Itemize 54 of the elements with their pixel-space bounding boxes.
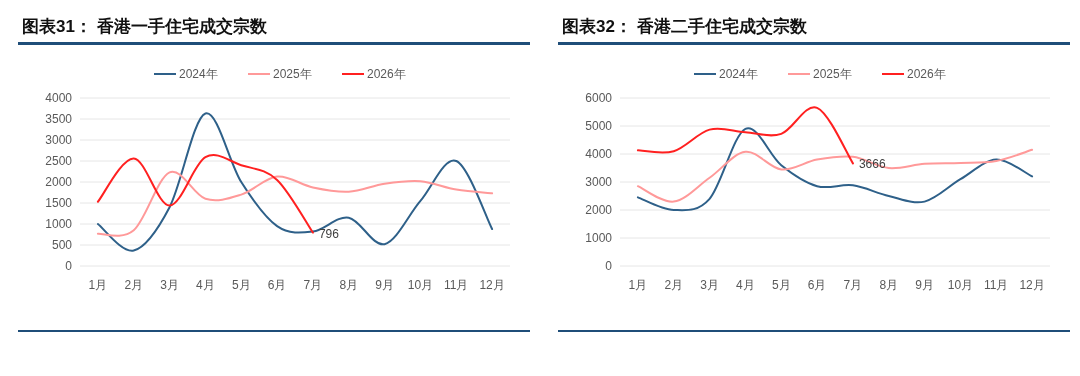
x-tick-label: 8月 (339, 278, 359, 292)
y-tick-label: 2000 (45, 175, 73, 189)
y-tick-label: 1000 (585, 231, 613, 245)
legend-label: 2026年 (907, 67, 946, 81)
x-tick-label: 10月 (407, 278, 434, 292)
x-tick-label: 10月 (947, 278, 974, 292)
x-tick-label: 12月 (1019, 278, 1045, 292)
x-tick-label: 8月 (879, 278, 899, 292)
x-tick-label: 11月 (984, 278, 1009, 292)
y-tick-label: 3000 (45, 133, 73, 147)
x-tick-label: 11月 (444, 278, 469, 292)
data-label: 796 (318, 226, 340, 241)
y-tick-label: 2500 (45, 154, 73, 168)
x-tick-label: 1月 (628, 278, 648, 292)
x-tick-label: 7月 (303, 278, 323, 292)
x-tick-label: 5月 (231, 278, 251, 292)
legend-label: 2024年 (719, 67, 758, 81)
line-series (636, 127, 1034, 212)
legend-label: 2026年 (367, 67, 406, 81)
y-tick-label: 500 (51, 238, 73, 252)
x-tick-label: 7月 (843, 278, 863, 292)
y-tick-label: 3000 (585, 175, 613, 189)
chart-title: 图表31： 香港一手住宅成交宗数 (22, 17, 268, 36)
legend-label: 2025年 (813, 67, 852, 81)
y-tick-label: 2000 (585, 203, 613, 217)
x-tick-label: 4月 (736, 278, 755, 292)
line-series (636, 148, 1034, 203)
x-tick-label: 2月 (124, 278, 144, 292)
y-tick-label: 6000 (585, 91, 613, 105)
x-tick-label: 6月 (267, 278, 287, 292)
x-tick-label: 4月 (196, 278, 215, 292)
x-tick-label: 9月 (915, 278, 934, 292)
x-tick-label: 12月 (479, 278, 505, 292)
x-tick-label: 9月 (375, 278, 394, 292)
y-tick-label: 5000 (585, 119, 613, 133)
y-tick-label: 0 (605, 259, 613, 273)
line-series (96, 112, 494, 252)
y-tick-label: 1500 (45, 196, 73, 210)
x-tick-label: 2月 (664, 278, 684, 292)
data-label: 3666 (858, 157, 886, 172)
x-tick-label: 5月 (771, 278, 791, 292)
y-tick-label: 4000 (585, 147, 613, 161)
y-tick-label: 0 (65, 259, 73, 273)
y-tick-label: 1000 (45, 217, 73, 231)
chart-title: 图表32： 香港二手住宅成交宗数 (562, 17, 808, 36)
y-tick-label: 3500 (45, 112, 73, 126)
x-tick-label: 6月 (807, 278, 827, 292)
line-series (636, 106, 854, 165)
x-tick-label: 3月 (700, 278, 719, 292)
y-tick-label: 4000 (45, 91, 73, 105)
x-tick-label: 1月 (88, 278, 108, 292)
legend-label: 2024年 (179, 67, 218, 81)
legend-label: 2025年 (273, 67, 312, 81)
x-tick-label: 3月 (160, 278, 179, 292)
